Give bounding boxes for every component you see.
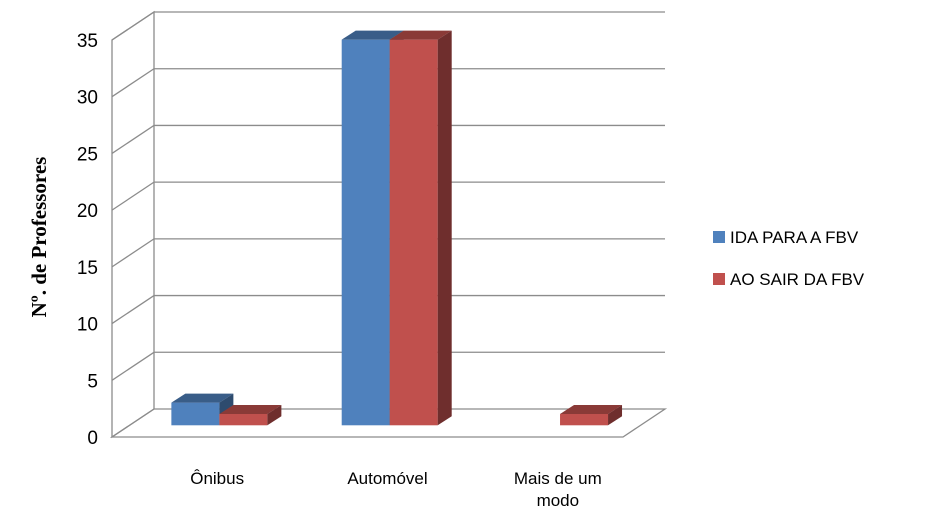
x-axis-categories: Ônibus Automóvel Mais de um modo bbox=[190, 469, 602, 510]
bars bbox=[171, 30, 623, 426]
y-tick-label: 20 bbox=[77, 201, 98, 222]
legend-label: IDA PARA A FBV bbox=[730, 228, 859, 247]
y-tick-label: 10 bbox=[77, 315, 98, 336]
bar-front bbox=[560, 413, 609, 426]
bar-top bbox=[219, 404, 282, 414]
bar-top bbox=[341, 30, 404, 40]
gridline bbox=[111, 351, 665, 381]
y-axis-ticks: 0 5 10 15 20 25 30 35 bbox=[77, 31, 98, 449]
y-tick-label: 5 bbox=[87, 371, 98, 392]
legend: IDA PARA A FBV AO SAIR DA FBV bbox=[713, 228, 865, 289]
x-category-label: Ônibus bbox=[190, 469, 244, 488]
legend-swatch bbox=[713, 273, 725, 285]
y-tick-label: 0 bbox=[87, 428, 98, 449]
gridline bbox=[111, 238, 665, 268]
legend-label: AO SAIR DA FBV bbox=[730, 270, 865, 289]
gridline bbox=[111, 68, 665, 98]
bar-side bbox=[437, 30, 452, 426]
legend-swatch bbox=[713, 231, 725, 243]
bar-front bbox=[341, 39, 390, 426]
bar-side bbox=[267, 404, 282, 426]
gridline bbox=[111, 181, 665, 211]
gridline bbox=[111, 294, 665, 325]
y-axis-label: Nº. de Professores bbox=[27, 157, 51, 318]
bar-top bbox=[389, 30, 452, 40]
bar-front bbox=[389, 39, 438, 426]
bar-side bbox=[608, 404, 623, 426]
gridline bbox=[111, 124, 665, 154]
x-category-label: Mais de um modo bbox=[514, 469, 602, 510]
bar-top bbox=[560, 404, 623, 414]
chart-side-wall bbox=[111, 10, 155, 439]
bar-front bbox=[219, 413, 268, 426]
x-category-label: Automóvel bbox=[347, 469, 427, 488]
y-tick-label: 15 bbox=[77, 258, 98, 279]
y-tick-label: 25 bbox=[77, 144, 98, 165]
gridlines bbox=[111, 11, 665, 381]
y-tick-label: 30 bbox=[77, 88, 98, 109]
y-tick-label: 35 bbox=[77, 31, 98, 52]
gridline bbox=[111, 11, 665, 41]
bar-top bbox=[171, 393, 234, 403]
bar-front bbox=[171, 402, 220, 426]
